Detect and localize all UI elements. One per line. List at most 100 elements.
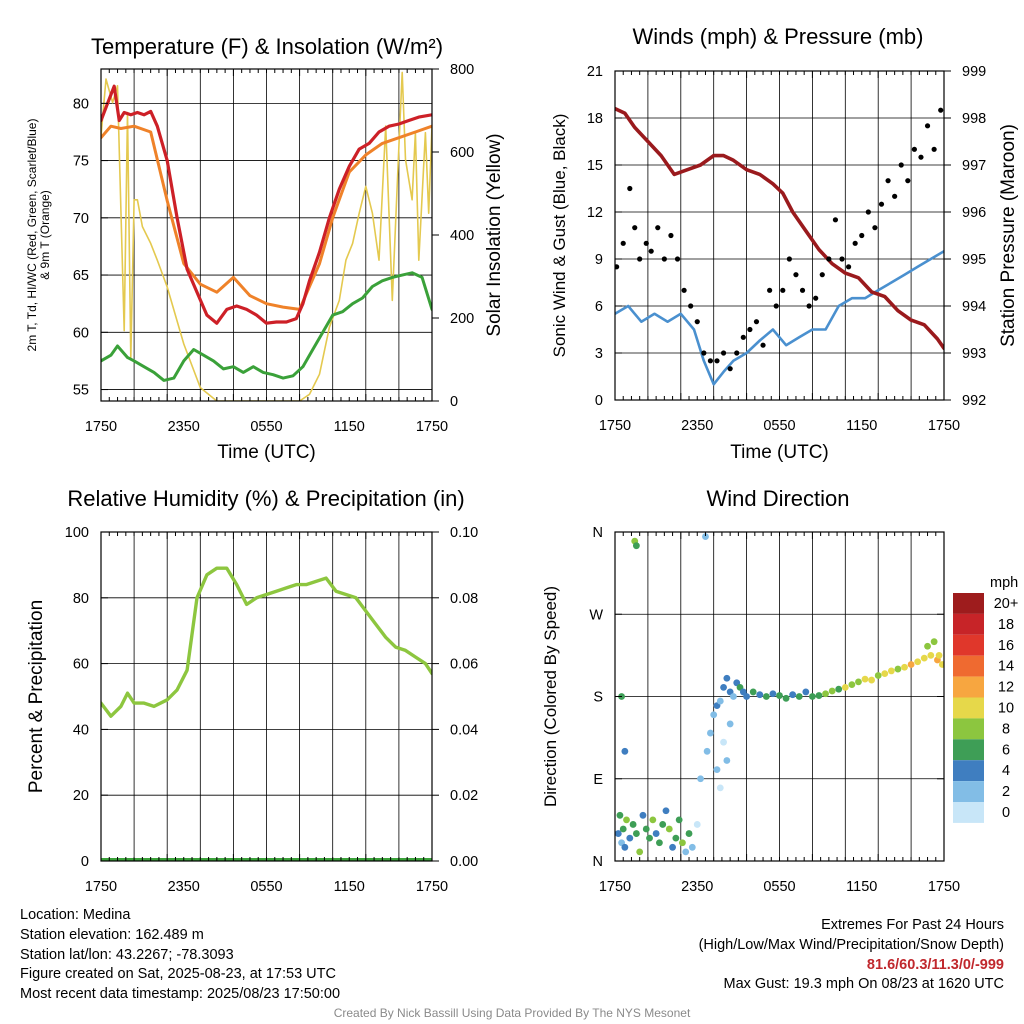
x-tick-label: 1150 xyxy=(846,879,877,895)
y2-tick-label: 0.08 xyxy=(450,591,478,607)
series-line-0 xyxy=(615,249,944,386)
direction-point xyxy=(802,688,810,696)
direction-point xyxy=(621,747,629,755)
direction-point xyxy=(632,542,640,550)
colorbar-label: 20+ xyxy=(994,596,1019,612)
x-tick-label: 2350 xyxy=(168,419,200,435)
direction-point xyxy=(723,674,731,682)
direction-point xyxy=(907,661,915,668)
x-tick-label: 1750 xyxy=(416,879,448,895)
direction-point xyxy=(789,691,797,699)
y-tick-label: 9 xyxy=(595,252,603,268)
colorbar-swatch xyxy=(953,593,984,614)
gust-point xyxy=(661,256,667,262)
y-tick-label: 100 xyxy=(65,525,89,541)
chart-dir: Wind Direction 1750 2350 0550 1150 1750 N E S W N D… xyxy=(541,486,1018,895)
gust-point xyxy=(648,248,654,254)
x-axis-label: Time (UTC) xyxy=(730,442,829,463)
gust-point xyxy=(892,193,898,199)
x-tick-label: 1150 xyxy=(846,418,877,434)
y-axis-label: 2m T, Td, HI/WC (Red, Green, Scarlet/Blu… xyxy=(25,119,52,352)
chart-temp: Temperature (F) & Insolation (W/m²) 1750 2… xyxy=(25,34,505,463)
direction-point xyxy=(769,690,777,698)
direction-point xyxy=(649,816,657,824)
gust-point xyxy=(674,256,681,262)
gust-point xyxy=(878,201,885,207)
y2-tick-label: 996 xyxy=(962,205,986,221)
gust-point xyxy=(780,287,786,293)
y-axis-label: Percent & Precipitation xyxy=(26,600,47,793)
gust-point xyxy=(720,350,727,356)
colorbar-swatch xyxy=(953,802,984,823)
x-tick-label: 1750 xyxy=(599,879,631,895)
y-tick-label: 18 xyxy=(587,111,603,127)
direction-point xyxy=(726,720,734,728)
y-tick-label: 6 xyxy=(595,299,603,315)
direction-point xyxy=(924,642,931,650)
gust-point xyxy=(911,146,917,152)
direction-point xyxy=(841,683,849,691)
x-tick-label: 1750 xyxy=(928,418,960,434)
gust-point xyxy=(643,240,649,246)
gust-point xyxy=(786,256,792,262)
series-group xyxy=(615,533,944,856)
x-tick-label: 0550 xyxy=(250,419,282,435)
y-tick-label: 80 xyxy=(73,96,89,112)
gust-point xyxy=(727,366,733,372)
y-tick-label: 80 xyxy=(73,591,89,607)
direction-point xyxy=(716,697,724,705)
gust-point xyxy=(924,123,931,129)
station-elevation: Station elevation: 162.489 m xyxy=(20,926,204,943)
figure-created: Figure created on Sat, 2025-08-23, at 17… xyxy=(20,966,336,983)
gust-point xyxy=(615,264,620,270)
direction-point xyxy=(621,843,629,851)
gust-point xyxy=(813,295,819,301)
gust-point xyxy=(714,358,720,364)
direction-point xyxy=(710,711,718,719)
gust-point xyxy=(620,240,626,246)
direction-point xyxy=(930,638,938,646)
y-tick-label: 21 xyxy=(587,64,603,80)
y2-tick-label: 600 xyxy=(450,145,474,161)
y2-tick-label: 0.06 xyxy=(450,657,478,673)
gust-point xyxy=(707,358,714,364)
y-tick-label: W xyxy=(589,607,603,623)
direction-point xyxy=(881,670,889,678)
colorbar-label: 16 xyxy=(998,638,1014,654)
direction-point xyxy=(672,834,680,842)
direction-point xyxy=(679,839,686,847)
direction-point xyxy=(756,691,764,699)
direction-point xyxy=(795,693,803,700)
x-tick-label: 2350 xyxy=(168,879,200,895)
gust-point xyxy=(938,107,944,113)
direction-point xyxy=(920,654,928,662)
gust-point xyxy=(773,303,779,309)
direction-point xyxy=(636,848,644,856)
direction-point xyxy=(662,807,670,815)
x-tick-label: 1150 xyxy=(334,419,365,435)
gust-point xyxy=(627,185,633,192)
gust-point xyxy=(898,162,904,168)
direction-point xyxy=(623,816,630,824)
y2-tick-label: 400 xyxy=(450,228,474,244)
direction-point xyxy=(619,825,627,833)
y2-tick-label: 995 xyxy=(962,252,986,268)
y-tick-label: N xyxy=(593,525,603,541)
station-latlon: Station lat/lon: 43.2267; -78.3093 xyxy=(20,946,234,963)
x-tick-label: 1750 xyxy=(85,419,117,435)
direction-point xyxy=(629,821,637,828)
y-tick-label: 65 xyxy=(73,268,89,284)
x-tick-label: 2350 xyxy=(681,418,713,434)
direction-point xyxy=(720,738,727,746)
y-axis-label: Sonic Wind & Gust (Blue, Black) xyxy=(550,114,569,358)
credit-line: Created By Nick Bassill Using Data Provi… xyxy=(333,1006,691,1020)
y-tick-label: 70 xyxy=(73,211,89,227)
y2-tick-label: 800 xyxy=(450,62,474,78)
series-group xyxy=(101,566,432,861)
y-tick-label: 12 xyxy=(587,205,603,221)
series-group xyxy=(615,106,944,386)
gust-point xyxy=(859,232,865,239)
y-tick-label: E xyxy=(593,772,603,788)
gust-point xyxy=(694,319,700,325)
gust-point xyxy=(839,256,845,262)
